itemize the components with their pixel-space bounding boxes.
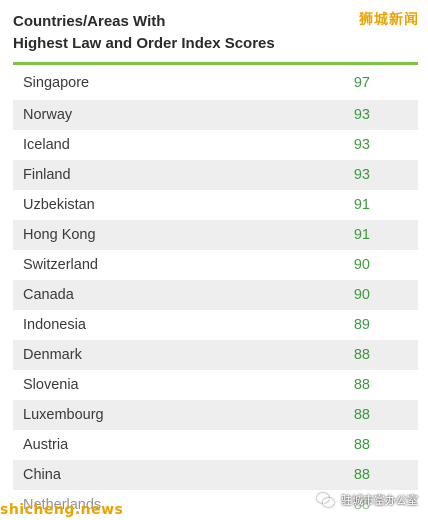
score-cell: 88 bbox=[353, 437, 370, 453]
watermark-bottom-right: 驻城市富办公室 bbox=[317, 492, 418, 508]
watermark-bottom-left: shicheng.news bbox=[0, 502, 124, 518]
score-cell: 93 bbox=[353, 167, 370, 183]
score-cell: 97 bbox=[353, 74, 370, 91]
table-row: Indonesia 89 bbox=[13, 310, 418, 340]
country-cell: Luxembourg bbox=[23, 407, 104, 423]
country-cell: Austria bbox=[23, 437, 69, 453]
table-row: Uzbekistan 91 bbox=[13, 190, 418, 220]
score-cell: 89 bbox=[353, 317, 370, 333]
table-row: Canada 90 bbox=[13, 280, 418, 310]
table-row: Finland 93 bbox=[13, 160, 418, 190]
table-row: Iceland 93 bbox=[13, 130, 418, 160]
table-row: Norway 93 bbox=[13, 100, 418, 130]
header-rule bbox=[13, 62, 418, 65]
score-cell: 93 bbox=[353, 107, 370, 123]
country-cell: Denmark bbox=[23, 347, 82, 363]
table-row: Denmark 88 bbox=[13, 340, 418, 370]
country-cell: Indonesia bbox=[23, 317, 86, 333]
table-row: China 88 bbox=[13, 460, 418, 490]
table-row: Netherlands 88 bbox=[13, 490, 418, 520]
watermark-top-right: 狮城新闻 bbox=[359, 12, 419, 28]
watermark-bottom-right-text: 驻城市富办公室 bbox=[341, 494, 418, 507]
score-cell: 91 bbox=[353, 227, 370, 243]
score-cell: 93 bbox=[353, 137, 370, 153]
score-cell: 91 bbox=[353, 197, 370, 213]
table-row: Switzerland 90 bbox=[13, 250, 418, 280]
score-cell: 90 bbox=[353, 287, 370, 303]
country-cell: China bbox=[23, 467, 61, 483]
title-line-1: Countries/Areas With bbox=[13, 13, 166, 30]
score-cell: 88 bbox=[353, 377, 370, 393]
score-cell: 88 bbox=[353, 467, 370, 483]
table-row: Luxembourg 88 bbox=[13, 400, 418, 430]
score-cell: 88 bbox=[353, 497, 370, 513]
score-cell: 88 bbox=[353, 347, 370, 363]
table-row: Singapore 97 bbox=[13, 65, 418, 100]
wechat-icon bbox=[317, 492, 335, 508]
country-cell: Uzbekistan bbox=[23, 197, 95, 213]
country-cell: Norway bbox=[23, 107, 73, 123]
table-row: Hong Kong 91 bbox=[13, 220, 418, 250]
country-cell: Slovenia bbox=[23, 377, 79, 393]
country-cell: Canada bbox=[23, 287, 74, 303]
country-cell: Singapore bbox=[23, 74, 90, 91]
title-line-2: Highest Law and Order Index Scores bbox=[13, 35, 275, 52]
country-cell: Finland bbox=[23, 167, 71, 183]
score-cell: 90 bbox=[353, 257, 370, 273]
table-row: Austria 88 bbox=[13, 430, 418, 460]
country-cell: Hong Kong bbox=[23, 227, 96, 243]
country-cell: Iceland bbox=[23, 137, 70, 153]
country-cell: Netherlands bbox=[23, 497, 102, 513]
chart-title: Countries/Areas With Highest Law and Ord… bbox=[13, 11, 333, 55]
country-cell: Switzerland bbox=[23, 257, 98, 273]
table-row: Slovenia 88 bbox=[13, 370, 418, 400]
score-cell: 88 bbox=[353, 407, 370, 423]
score-table: Singapore 97 Norway 93 Iceland 93 Finland 93 Uzb… bbox=[13, 65, 418, 520]
